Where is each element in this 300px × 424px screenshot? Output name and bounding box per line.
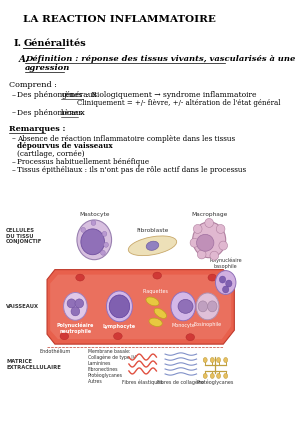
Ellipse shape: [128, 236, 177, 256]
Ellipse shape: [193, 222, 226, 258]
Ellipse shape: [71, 307, 80, 316]
Ellipse shape: [109, 295, 130, 318]
Ellipse shape: [197, 250, 206, 259]
Text: –: –: [12, 158, 16, 166]
Ellipse shape: [190, 238, 199, 247]
Ellipse shape: [223, 286, 229, 293]
Ellipse shape: [149, 318, 162, 326]
Text: Des phénomènes: Des phénomènes: [17, 109, 85, 117]
Text: CELLULES
DU TISSU
CONJONCTIF: CELLULES DU TISSU CONJONCTIF: [6, 228, 43, 245]
Text: Comprend :: Comprend :: [9, 81, 57, 89]
Ellipse shape: [208, 274, 217, 281]
Ellipse shape: [153, 272, 161, 279]
Ellipse shape: [91, 220, 96, 226]
Ellipse shape: [203, 357, 207, 363]
Ellipse shape: [113, 333, 122, 340]
Text: –: –: [12, 134, 16, 142]
Ellipse shape: [64, 293, 87, 320]
Text: Lymphocyte: Lymphocyte: [103, 324, 136, 329]
Ellipse shape: [146, 297, 159, 306]
Ellipse shape: [217, 374, 220, 378]
Text: Processus habituellement bénéfique: Processus habituellement bénéfique: [17, 158, 149, 166]
Text: Plaquettes: Plaquettes: [142, 290, 169, 294]
Text: Des phénomènes: Des phénomènes: [17, 91, 85, 99]
Text: (cartilage, cornée): (cartilage, cornée): [17, 151, 85, 159]
Ellipse shape: [76, 274, 84, 281]
Ellipse shape: [216, 224, 225, 234]
Text: Monocyte: Monocyte: [171, 323, 195, 328]
Ellipse shape: [196, 293, 219, 320]
Text: : Biologiquement → syndrome inflammatoire: : Biologiquement → syndrome inflammatoir…: [84, 91, 256, 99]
Ellipse shape: [224, 374, 228, 378]
Text: VAISSEAUX: VAISSEAUX: [6, 304, 39, 309]
Ellipse shape: [198, 301, 208, 312]
Text: Eosinophile: Eosinophile: [194, 322, 222, 327]
Text: Protéoglycanes: Protéoglycanes: [197, 380, 234, 385]
Ellipse shape: [60, 333, 69, 340]
Ellipse shape: [154, 308, 167, 318]
Text: Fibres de collagène: Fibres de collagène: [157, 380, 204, 385]
Text: –: –: [12, 109, 16, 117]
Text: Polynucléaire
basophile: Polynucléaire basophile: [209, 257, 242, 269]
Text: agression: agression: [25, 64, 70, 72]
Text: LA REACTION INFLAMMATOIRE: LA REACTION INFLAMMATOIRE: [23, 15, 216, 24]
Polygon shape: [50, 275, 231, 339]
Ellipse shape: [226, 280, 232, 287]
Ellipse shape: [104, 242, 108, 247]
Text: MATRICE
EXTRACELLULAIRE: MATRICE EXTRACELLULAIRE: [6, 359, 61, 370]
Text: Macrophage: Macrophage: [191, 212, 227, 217]
Ellipse shape: [146, 241, 159, 250]
Ellipse shape: [217, 357, 220, 363]
Text: Cliniquement = +/- fièvre, +/- altération de l'état général: Cliniquement = +/- fièvre, +/- altératio…: [77, 99, 280, 107]
Text: locaux: locaux: [61, 109, 86, 117]
Text: Membrane basale:
Collagène de type IV
Laminines
Fibronectines
Protéoglycanes
Aut: Membrane basale: Collagène de type IV La…: [88, 349, 136, 384]
Ellipse shape: [81, 229, 104, 255]
Ellipse shape: [106, 291, 132, 322]
Ellipse shape: [203, 374, 207, 378]
Text: généraux: généraux: [61, 91, 97, 99]
Ellipse shape: [67, 299, 76, 308]
Text: Fibres élastiques: Fibres élastiques: [122, 380, 163, 385]
Ellipse shape: [75, 299, 84, 308]
Text: A.: A.: [19, 55, 29, 64]
Ellipse shape: [171, 292, 195, 321]
Ellipse shape: [196, 234, 214, 251]
Text: Généralités: Généralités: [23, 39, 86, 48]
Text: Tissus épithéliaux : ils n'ont pas de rôle actif dans le processus: Tissus épithéliaux : ils n'ont pas de rô…: [17, 166, 246, 174]
Ellipse shape: [210, 374, 214, 378]
Text: Absence de réaction inflammatoire complète dans les tissus: Absence de réaction inflammatoire complè…: [17, 134, 238, 142]
Text: I.: I.: [13, 39, 21, 48]
Ellipse shape: [100, 250, 105, 255]
Ellipse shape: [219, 276, 226, 283]
Text: Polynucléaire
neutrophile: Polynucléaire neutrophile: [57, 322, 94, 334]
Ellipse shape: [215, 271, 236, 294]
Text: Mastocyte: Mastocyte: [79, 212, 110, 217]
Ellipse shape: [77, 220, 112, 259]
Text: Fibroblaste: Fibroblaste: [136, 228, 169, 233]
Text: –: –: [12, 91, 16, 99]
Ellipse shape: [194, 224, 202, 234]
Text: dépourvus de vaisseaux: dépourvus de vaisseaux: [17, 142, 113, 151]
Ellipse shape: [178, 299, 193, 313]
Ellipse shape: [81, 227, 85, 232]
Ellipse shape: [224, 357, 228, 363]
Text: Endothélium: Endothélium: [39, 349, 70, 354]
Text: Définition : réponse des tissus vivants, vascularisés à une: Définition : réponse des tissus vivants,…: [25, 55, 296, 63]
Ellipse shape: [186, 334, 195, 340]
Ellipse shape: [102, 232, 107, 236]
Polygon shape: [47, 270, 234, 344]
Ellipse shape: [208, 301, 217, 312]
Text: –: –: [12, 166, 16, 174]
Text: Remarques :: Remarques :: [9, 125, 66, 133]
Ellipse shape: [219, 241, 227, 250]
Ellipse shape: [210, 357, 214, 363]
Ellipse shape: [210, 251, 219, 260]
Ellipse shape: [205, 218, 214, 227]
